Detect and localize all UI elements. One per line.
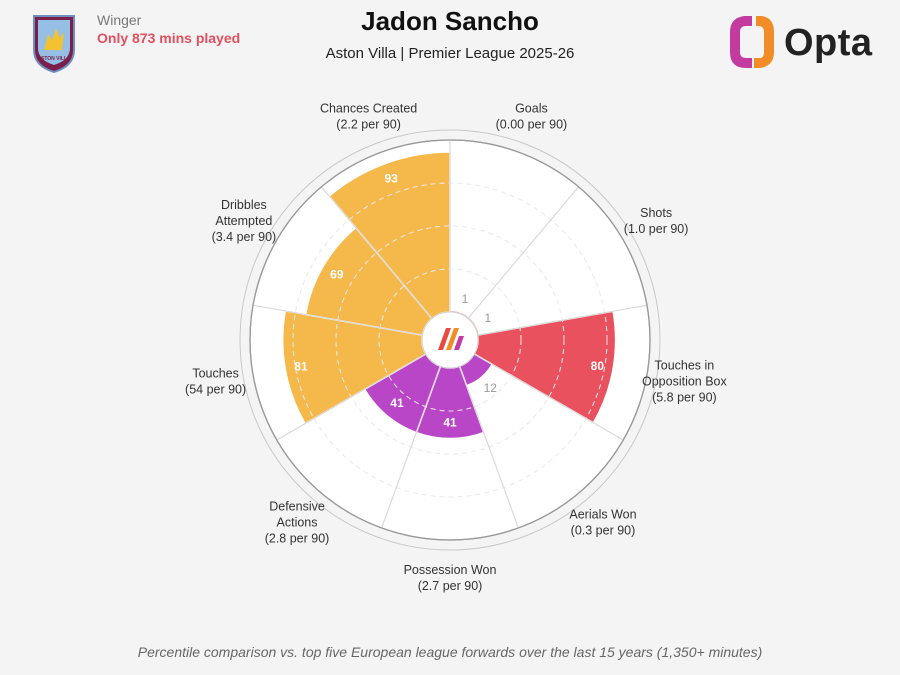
value-label: 1 (485, 311, 492, 325)
value-label: 93 (385, 171, 399, 185)
outer-ring (249, 139, 651, 541)
value-label: 69 (330, 268, 344, 282)
player-role: Winger (97, 12, 142, 28)
value-label: 80 (591, 359, 605, 373)
value-label: 12 (484, 381, 498, 395)
value-label: 41 (443, 416, 457, 430)
crest-text: ASTON VILLA (37, 56, 71, 62)
spoke (381, 366, 441, 529)
spoke (459, 366, 519, 529)
page-subtitle: Aston Villa | Premier League 2025-26 (325, 45, 575, 62)
opta-logo-text: Opta (784, 22, 873, 64)
category-label-touches: Touches (54 per 90) (185, 366, 246, 396)
page-title: Jadon Sancho (361, 6, 539, 36)
footer-note: Percentile comparison vs. top five Europ… (137, 644, 763, 660)
spoke (320, 186, 433, 319)
category-label-dribbles-attempted: Dribbles Attempted (3.4 per 90) (212, 198, 277, 244)
aston-villa-crest: ASTON VILLA (33, 15, 75, 74)
grid-ring-light (335, 225, 565, 455)
spoke (477, 304, 648, 336)
spoke (467, 186, 580, 319)
spoke (252, 304, 423, 336)
opta-logo: Opta (726, 12, 886, 72)
category-label-aerials-won: Aerials Won (0.3 per 90) (569, 507, 636, 537)
category-label-chances-created: Chances Created (2.2 per 90) (320, 101, 417, 131)
outer-guide-ring (239, 129, 661, 551)
value-label: 1 (462, 292, 469, 306)
category-label-goals: Goals (0.00 per 90) (496, 101, 568, 131)
value-label: 81 (294, 359, 308, 373)
category-label-touches-in-opposition-box: Touches in Opposition Box (5.8 per 90) (642, 358, 728, 404)
spoke (276, 353, 427, 441)
category-label-defensive-actions: Defensive Actions (2.8 per 90) (265, 499, 330, 545)
value-label: 41 (390, 396, 404, 410)
category-label-possession-won: Possession Won (2.7 per 90) (404, 563, 497, 593)
opta-logo-icon (730, 16, 774, 68)
opta-mark-icon (438, 328, 464, 350)
spoke (473, 353, 624, 441)
minutes-played-warning: Only 873 mins played (97, 30, 241, 46)
category-label-shots: Shots (1.0 per 90) (624, 206, 689, 236)
